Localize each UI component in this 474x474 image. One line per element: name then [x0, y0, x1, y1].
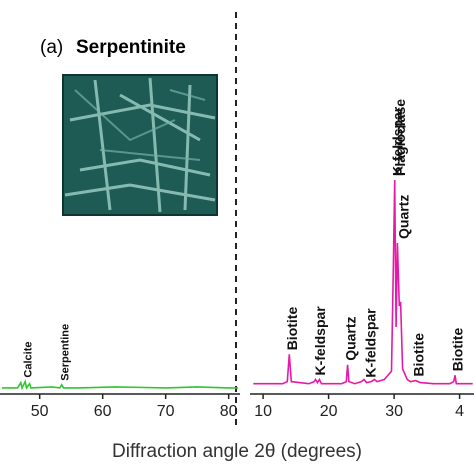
x-tick-label: 50: [31, 403, 49, 420]
peak-label: Quartz: [395, 195, 411, 239]
peak-label: Biotite: [450, 328, 466, 372]
peak-label: K-feldspar: [312, 306, 328, 376]
peak-label: K-feldspar: [389, 106, 405, 176]
x-tick-label: 70: [157, 403, 175, 420]
x-tick-label: 80: [220, 403, 238, 420]
sample-photo: [62, 74, 218, 216]
panel-label: (a): [40, 37, 63, 58]
x-axis-label: Diffraction angle 2θ (degrees): [112, 441, 362, 462]
peak-label: Quartz: [342, 316, 358, 360]
peak-label: Plagioclase: [392, 99, 408, 176]
peak-label: Serpentine: [60, 324, 72, 381]
peak-label: Calcite: [22, 342, 34, 378]
xrd-line: [253, 179, 473, 385]
x-tick-label: 60: [94, 403, 112, 420]
x-tick-label: 20: [320, 403, 338, 420]
x-tick-label: 30: [385, 403, 403, 420]
peak-label: Biotite: [410, 333, 426, 377]
peak-label: K-feldspar: [363, 308, 379, 378]
peak-label: Biotite: [284, 307, 300, 351]
xrd-line: [1, 379, 239, 391]
panel-title: Serpentinite: [76, 37, 186, 58]
x-tick-label: 4: [455, 403, 464, 420]
x-tick-label: 10: [254, 403, 272, 420]
